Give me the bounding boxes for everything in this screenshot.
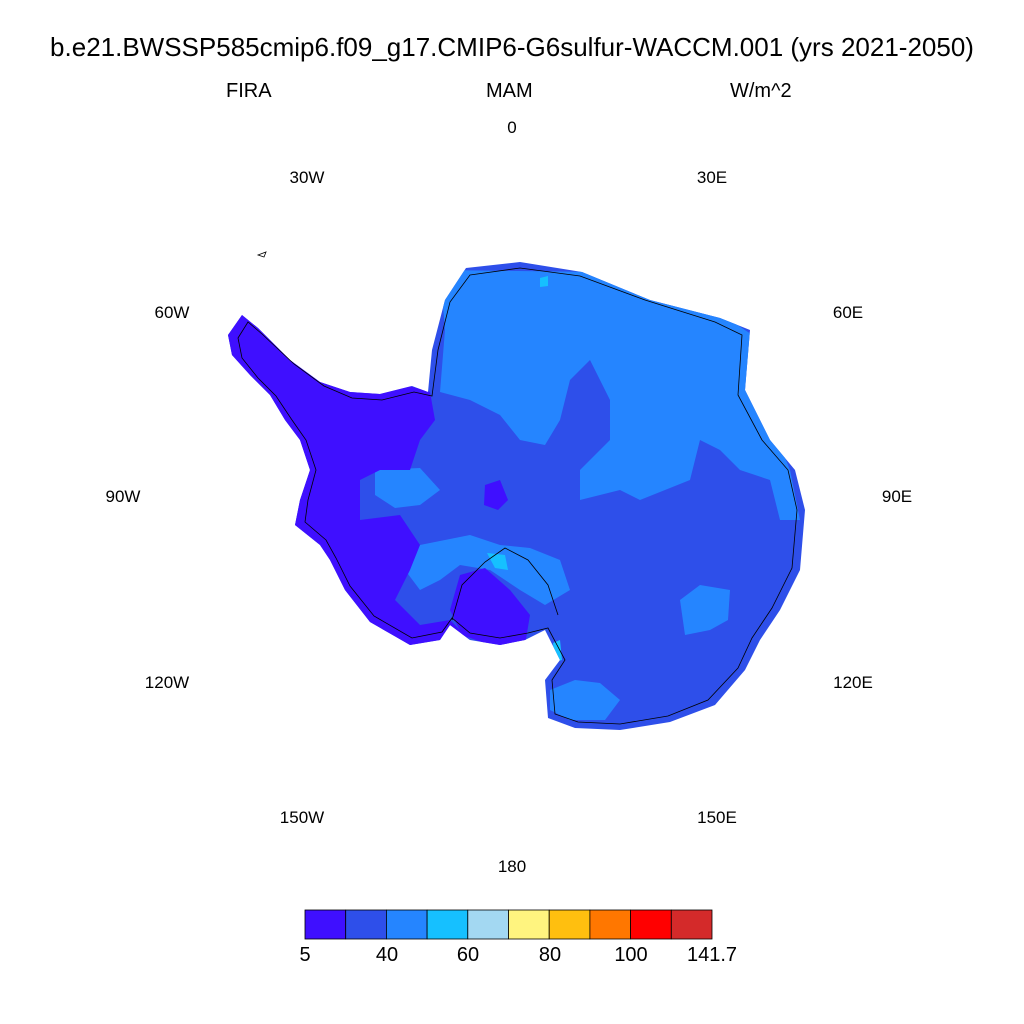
lon-label-30w: 30W	[289, 168, 325, 187]
colorbar-label-60: 60	[456, 944, 480, 966]
lon-label-90w: 90W	[105, 487, 141, 506]
grounding-line-ross	[451, 547, 559, 621]
lon-label-120e: 120E	[833, 673, 873, 692]
lon-label-150e: 150E	[697, 808, 737, 827]
colorbar-label-141-7: 141.7	[686, 944, 738, 966]
colorbar-label-100: 100	[614, 944, 648, 966]
lon-label-120w: 120W	[144, 673, 190, 692]
colorbar-label-80: 80	[538, 944, 562, 966]
lon-label-30e: 30E	[696, 168, 728, 187]
lon-label-90e: 90E	[881, 487, 913, 506]
field-high-weddell	[375, 468, 440, 508]
lon-label-60w: 60W	[154, 303, 190, 322]
units-label: W/m^2	[730, 80, 792, 102]
field-high-victoria	[550, 680, 620, 720]
field-high-ross	[405, 535, 570, 605]
season-label: MAM	[486, 80, 533, 102]
field-low-ross-shelf	[450, 568, 530, 645]
plot-title: b.e21.BWSSP585cmip6.f09_g17.CMIP6-G6sulf…	[50, 32, 974, 62]
colorbar-label-5: 5	[299, 944, 311, 966]
field-low-peninsula	[228, 300, 470, 650]
field-high-east	[440, 270, 800, 520]
field-peak-3	[540, 276, 548, 287]
field-high-wilkes	[680, 585, 730, 635]
colorbar-label-40: 40	[375, 944, 399, 966]
coastline	[237, 267, 798, 725]
lon-label-60e: 60E	[832, 303, 864, 322]
field-low-pole	[484, 480, 508, 510]
lon-label-180: 180	[497, 857, 527, 876]
lon-label-150w: 150W	[279, 808, 325, 827]
lon-label-0: 0	[507, 118, 517, 137]
island-south-shetland	[256, 251, 267, 258]
variable-label: FIRA	[226, 80, 272, 102]
